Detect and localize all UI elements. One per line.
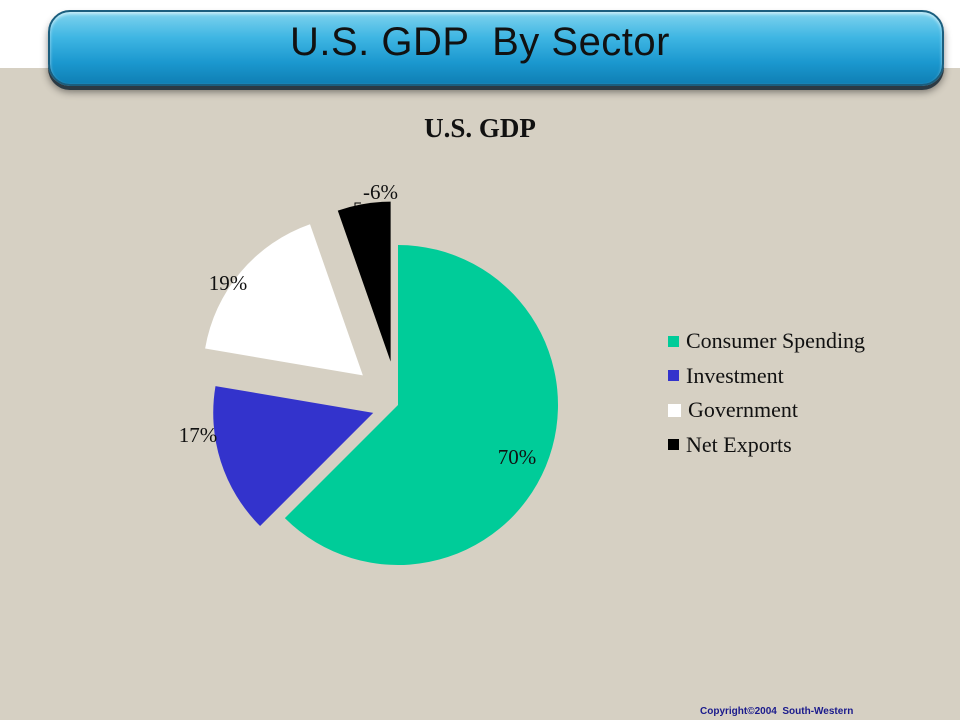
data-label-investment: 17%: [179, 423, 218, 447]
title-bar: [48, 10, 944, 86]
legend-label: Net Exports: [686, 431, 792, 457]
legend-item-consumer-spending: Consumer Spending: [668, 324, 928, 359]
legend-label: Government: [688, 397, 798, 423]
pie-slice-net-exports: [337, 201, 391, 362]
chart-title: U.S. GDP: [424, 113, 536, 143]
legend-swatch: [668, 370, 679, 382]
legend-item-net-exports: Net Exports: [668, 428, 928, 463]
legend-label: Consumer Spending: [686, 328, 866, 354]
legend-swatch: [668, 439, 679, 451]
legend-item-government: Government: [668, 393, 928, 428]
legend-label: Investment: [686, 362, 784, 388]
data-label-net-exports: -6%: [363, 180, 398, 204]
pie-slice-investment: [213, 386, 374, 527]
legend-swatch: [668, 335, 679, 347]
slide-title: U.S. GDP By Sector: [290, 20, 670, 64]
data-label-government: 19%: [209, 271, 248, 295]
legend-item-investment: Investment: [668, 359, 928, 394]
pie-slice-government: [205, 224, 363, 376]
legend-swatch: [668, 403, 681, 417]
pie-slice-consumer-spending: [284, 245, 558, 565]
net-exports-leader-line: [354, 202, 361, 208]
data-label-consumer-spending: 70%: [498, 445, 537, 469]
copyright-text: Copyright©2004 South-Western: [700, 706, 854, 717]
chart-legend: Consumer Spending Investment Government …: [668, 324, 928, 462]
